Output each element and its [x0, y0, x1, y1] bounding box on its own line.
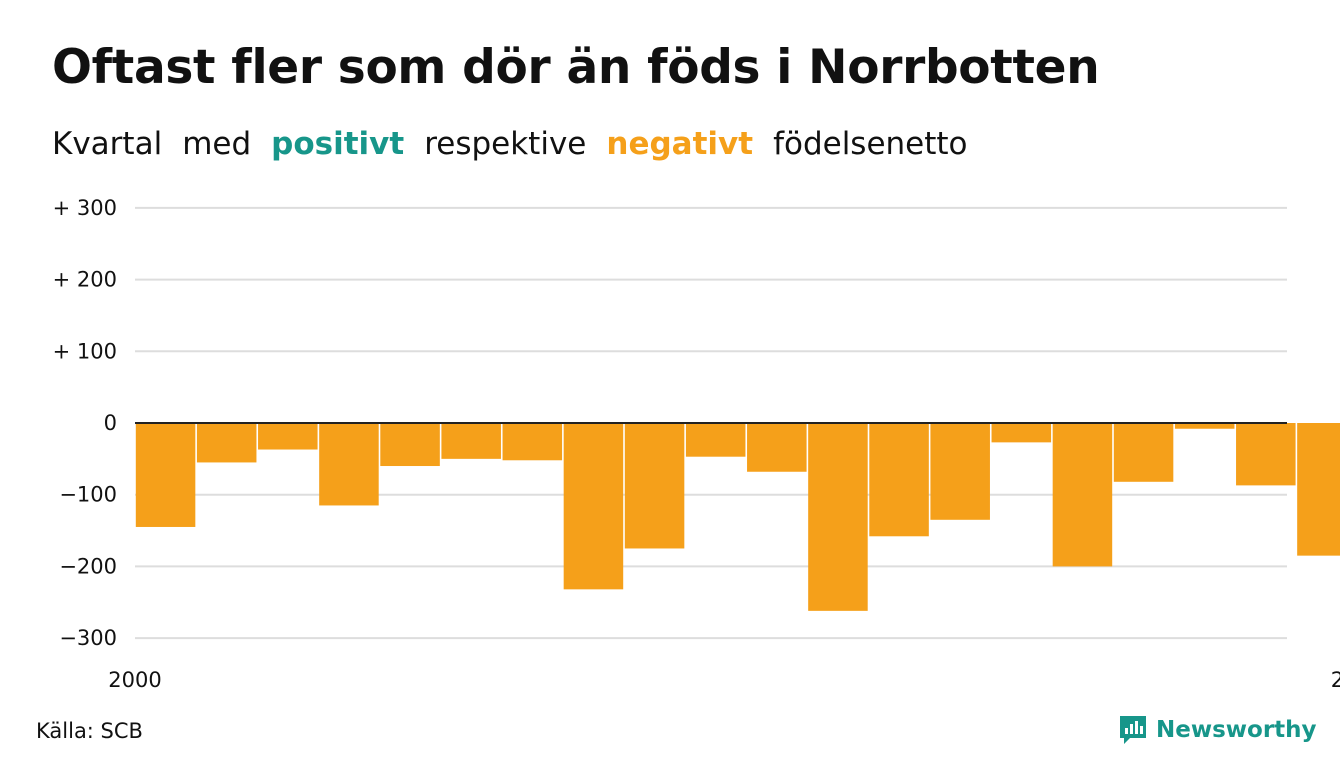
chart-subtitle: Kvartal med positivt respektive negativt föde… [52, 126, 988, 162]
bar [869, 423, 929, 537]
bar [1174, 423, 1235, 429]
y-tick-label: −200 [59, 554, 117, 578]
bar [624, 423, 685, 549]
x-tick-label: 2005 [1331, 668, 1340, 692]
x-tick-label: 2000 [108, 668, 161, 692]
bar [258, 423, 318, 450]
y-tick-label: −300 [59, 626, 117, 650]
bar [747, 423, 807, 472]
bar [1113, 423, 1174, 482]
bar [380, 423, 440, 467]
bar [319, 423, 379, 506]
bar [1236, 423, 1296, 486]
brand-name: Newsworthy [1156, 717, 1317, 743]
y-tick-label: + 300 [53, 196, 117, 220]
subtitle-positive-label: positivt [271, 126, 405, 162]
bar [441, 423, 501, 459]
bar [991, 423, 1052, 443]
axis-layer: + 300+ 200+ 1000−100−200−300200020052010… [53, 196, 1340, 692]
bar [502, 423, 563, 461]
y-tick-label: + 100 [53, 339, 117, 363]
bar [196, 423, 257, 463]
bars-layer [135, 423, 1340, 611]
bar [135, 423, 196, 527]
subtitle-negative-label: negativt [606, 126, 754, 162]
bar [1297, 423, 1340, 556]
bar-chart: + 300+ 200+ 1000−100−200−300200020052010… [53, 196, 1340, 692]
bar [563, 423, 624, 590]
newsworthy-logo-icon [1120, 716, 1146, 744]
subtitle-word-med: med [182, 126, 252, 162]
bar [685, 423, 746, 457]
y-tick-label: + 200 [53, 268, 117, 292]
bar [1052, 423, 1113, 567]
bar [808, 423, 868, 611]
brand-logo: Newsworthy [1118, 714, 1317, 746]
source-note: Källa: SCB [36, 719, 143, 743]
chart-title: Oftast fler som dör än föds i Norrbotten [52, 40, 1100, 95]
subtitle-word-kvartal: Kvartal [52, 126, 163, 162]
subtitle-word-fodelsenetto: födelsenetto [773, 126, 968, 162]
bar [930, 423, 990, 520]
y-tick-label: −100 [59, 483, 117, 507]
subtitle-word-respektive: respektive [424, 126, 587, 162]
y-tick-label: 0 [104, 411, 117, 435]
